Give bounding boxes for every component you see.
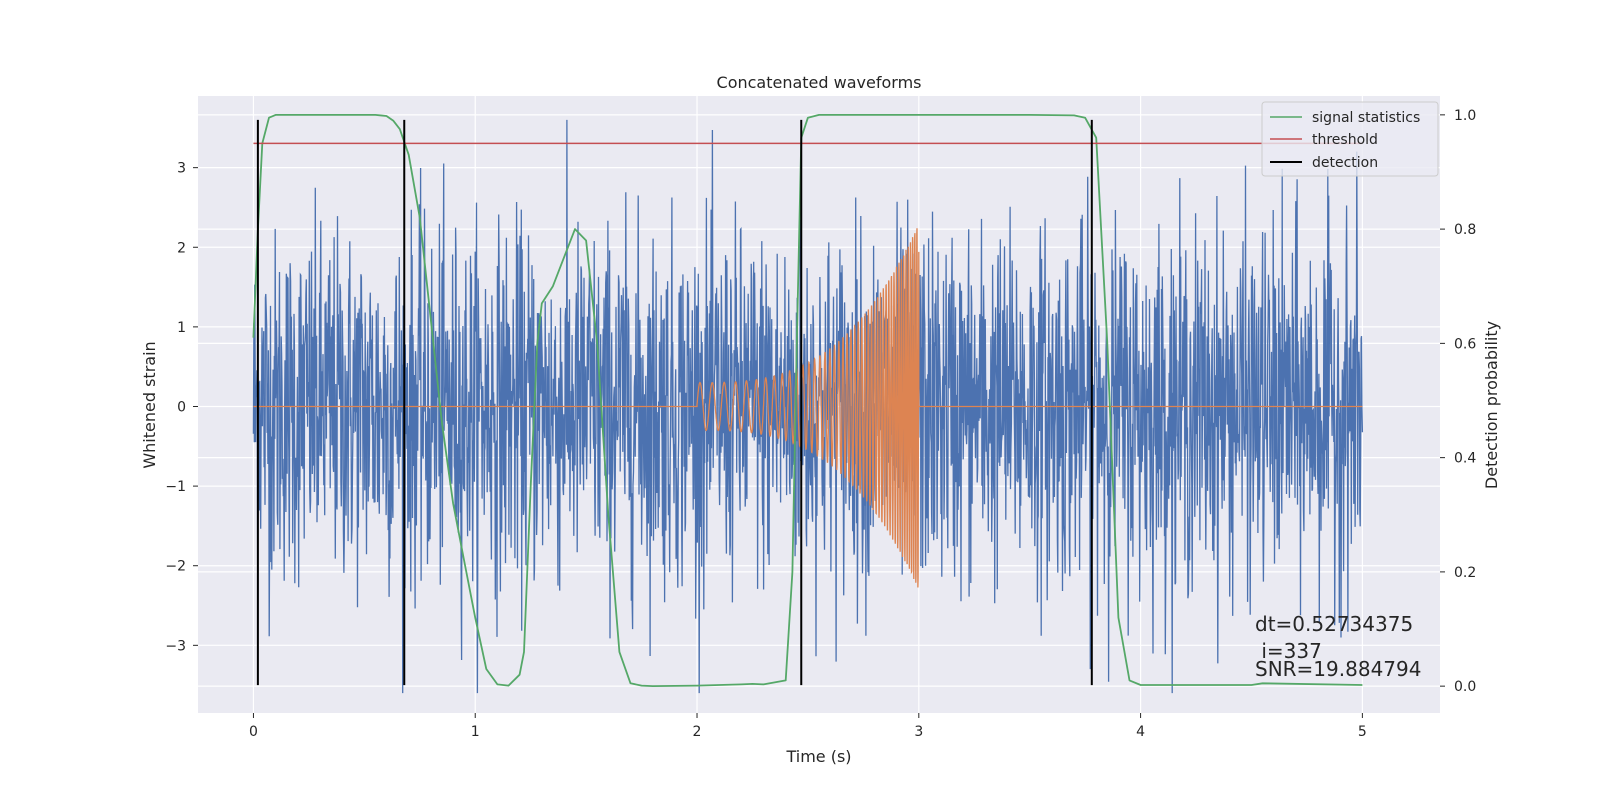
signal-statistics-line <box>252 114 1363 687</box>
x-tick-label-1: 1 <box>471 724 480 740</box>
y-right-tick-label-3: 0.6 <box>1454 336 1476 352</box>
x-axis-label: Time (s) <box>785 747 851 766</box>
series-layer <box>252 114 1363 687</box>
y-tick-label-6: 3 <box>177 161 186 177</box>
y-tick-label-3: 0 <box>177 399 186 415</box>
x-tick-label-3: 3 <box>914 724 923 740</box>
legend-label-signal-statistics: signal statistics <box>1312 110 1420 126</box>
legend-label-threshold: threshold <box>1312 132 1378 148</box>
x-tick-label-0: 0 <box>249 724 258 740</box>
chart-title: Concatenated waveforms <box>717 73 922 92</box>
waveform-trace <box>253 228 1363 588</box>
y-tick-label-4: 1 <box>177 320 186 336</box>
y-right-tick-label-1: 0.2 <box>1454 565 1476 581</box>
annotation-dt: dt=0.52734375 <box>1255 612 1413 636</box>
y-tick-label-1: −2 <box>165 559 186 575</box>
y-tick-label-5: 2 <box>177 240 186 256</box>
noise-trace <box>252 119 1364 694</box>
y-tick-label-0: −3 <box>165 638 186 654</box>
y-right-tick-label-0: 0.0 <box>1454 679 1476 695</box>
noise-line <box>252 119 1364 694</box>
y-tick-label-2: −1 <box>165 479 186 495</box>
y-right-tick-label-4: 0.8 <box>1454 222 1476 238</box>
x-tick-label-4: 4 <box>1136 724 1145 740</box>
y-right-tick-label-5: 1.0 <box>1454 108 1476 124</box>
annotation-i: i=337 <box>1255 639 1322 663</box>
waveform-line <box>253 228 1363 588</box>
legend-label-detection: detection <box>1312 155 1378 171</box>
y-axis-right-label: Detection probability <box>1482 321 1501 489</box>
legend: signal statistics threshold detection <box>1261 101 1439 177</box>
ticks: 0 1 2 3 4 5 −3 −2 −1 0 1 2 3 0.0 0.2 0.4 0.6 0.8 1.0 <box>165 108 1476 740</box>
x-tick-label-5: 5 <box>1358 724 1367 740</box>
annotation-snr: SNR=19.884794 <box>1255 657 1421 681</box>
y-axis-label: Whitened strain <box>140 341 159 468</box>
x-tick-label-2: 2 <box>693 724 702 740</box>
y-right-tick-label-2: 0.4 <box>1454 451 1476 467</box>
legend-box <box>1261 101 1439 177</box>
